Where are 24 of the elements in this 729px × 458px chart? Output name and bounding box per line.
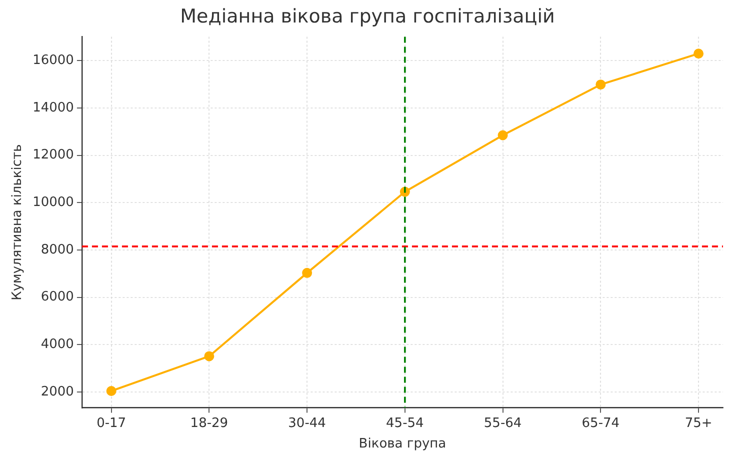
point — [302, 268, 312, 278]
y-tick-label: 14000 — [32, 100, 74, 116]
point — [204, 351, 214, 362]
point — [596, 80, 606, 90]
point — [694, 48, 704, 59]
x-tick-label: 75+ — [684, 416, 712, 431]
x-tick-label: 55-64 — [484, 416, 522, 431]
y-tick-label: 16000 — [32, 53, 74, 68]
y-tick-label: 4000 — [40, 337, 74, 352]
y-tick-label: 10000 — [32, 195, 74, 210]
y-tick-label: 12000 — [32, 148, 74, 163]
y-tick-label: 8000 — [40, 242, 74, 258]
x-tick-label: 0-17 — [96, 416, 126, 431]
x-tick-label: 65-74 — [582, 416, 620, 431]
chart-title: Медіанна вікова група госпіталізацій — [180, 5, 555, 28]
x-tick-label: 45-54 — [386, 416, 424, 431]
x-tick-label: 18-29 — [190, 416, 228, 431]
y-tick-label: 2000 — [40, 384, 74, 400]
y-tick-label: 6000 — [40, 290, 74, 305]
x-axis-title: Вікова група — [358, 436, 446, 452]
point — [106, 386, 116, 396]
y-axis-title: Кумулятивна кількість — [10, 144, 26, 300]
x-tick-label: 30-44 — [288, 416, 326, 431]
point — [498, 130, 508, 140]
